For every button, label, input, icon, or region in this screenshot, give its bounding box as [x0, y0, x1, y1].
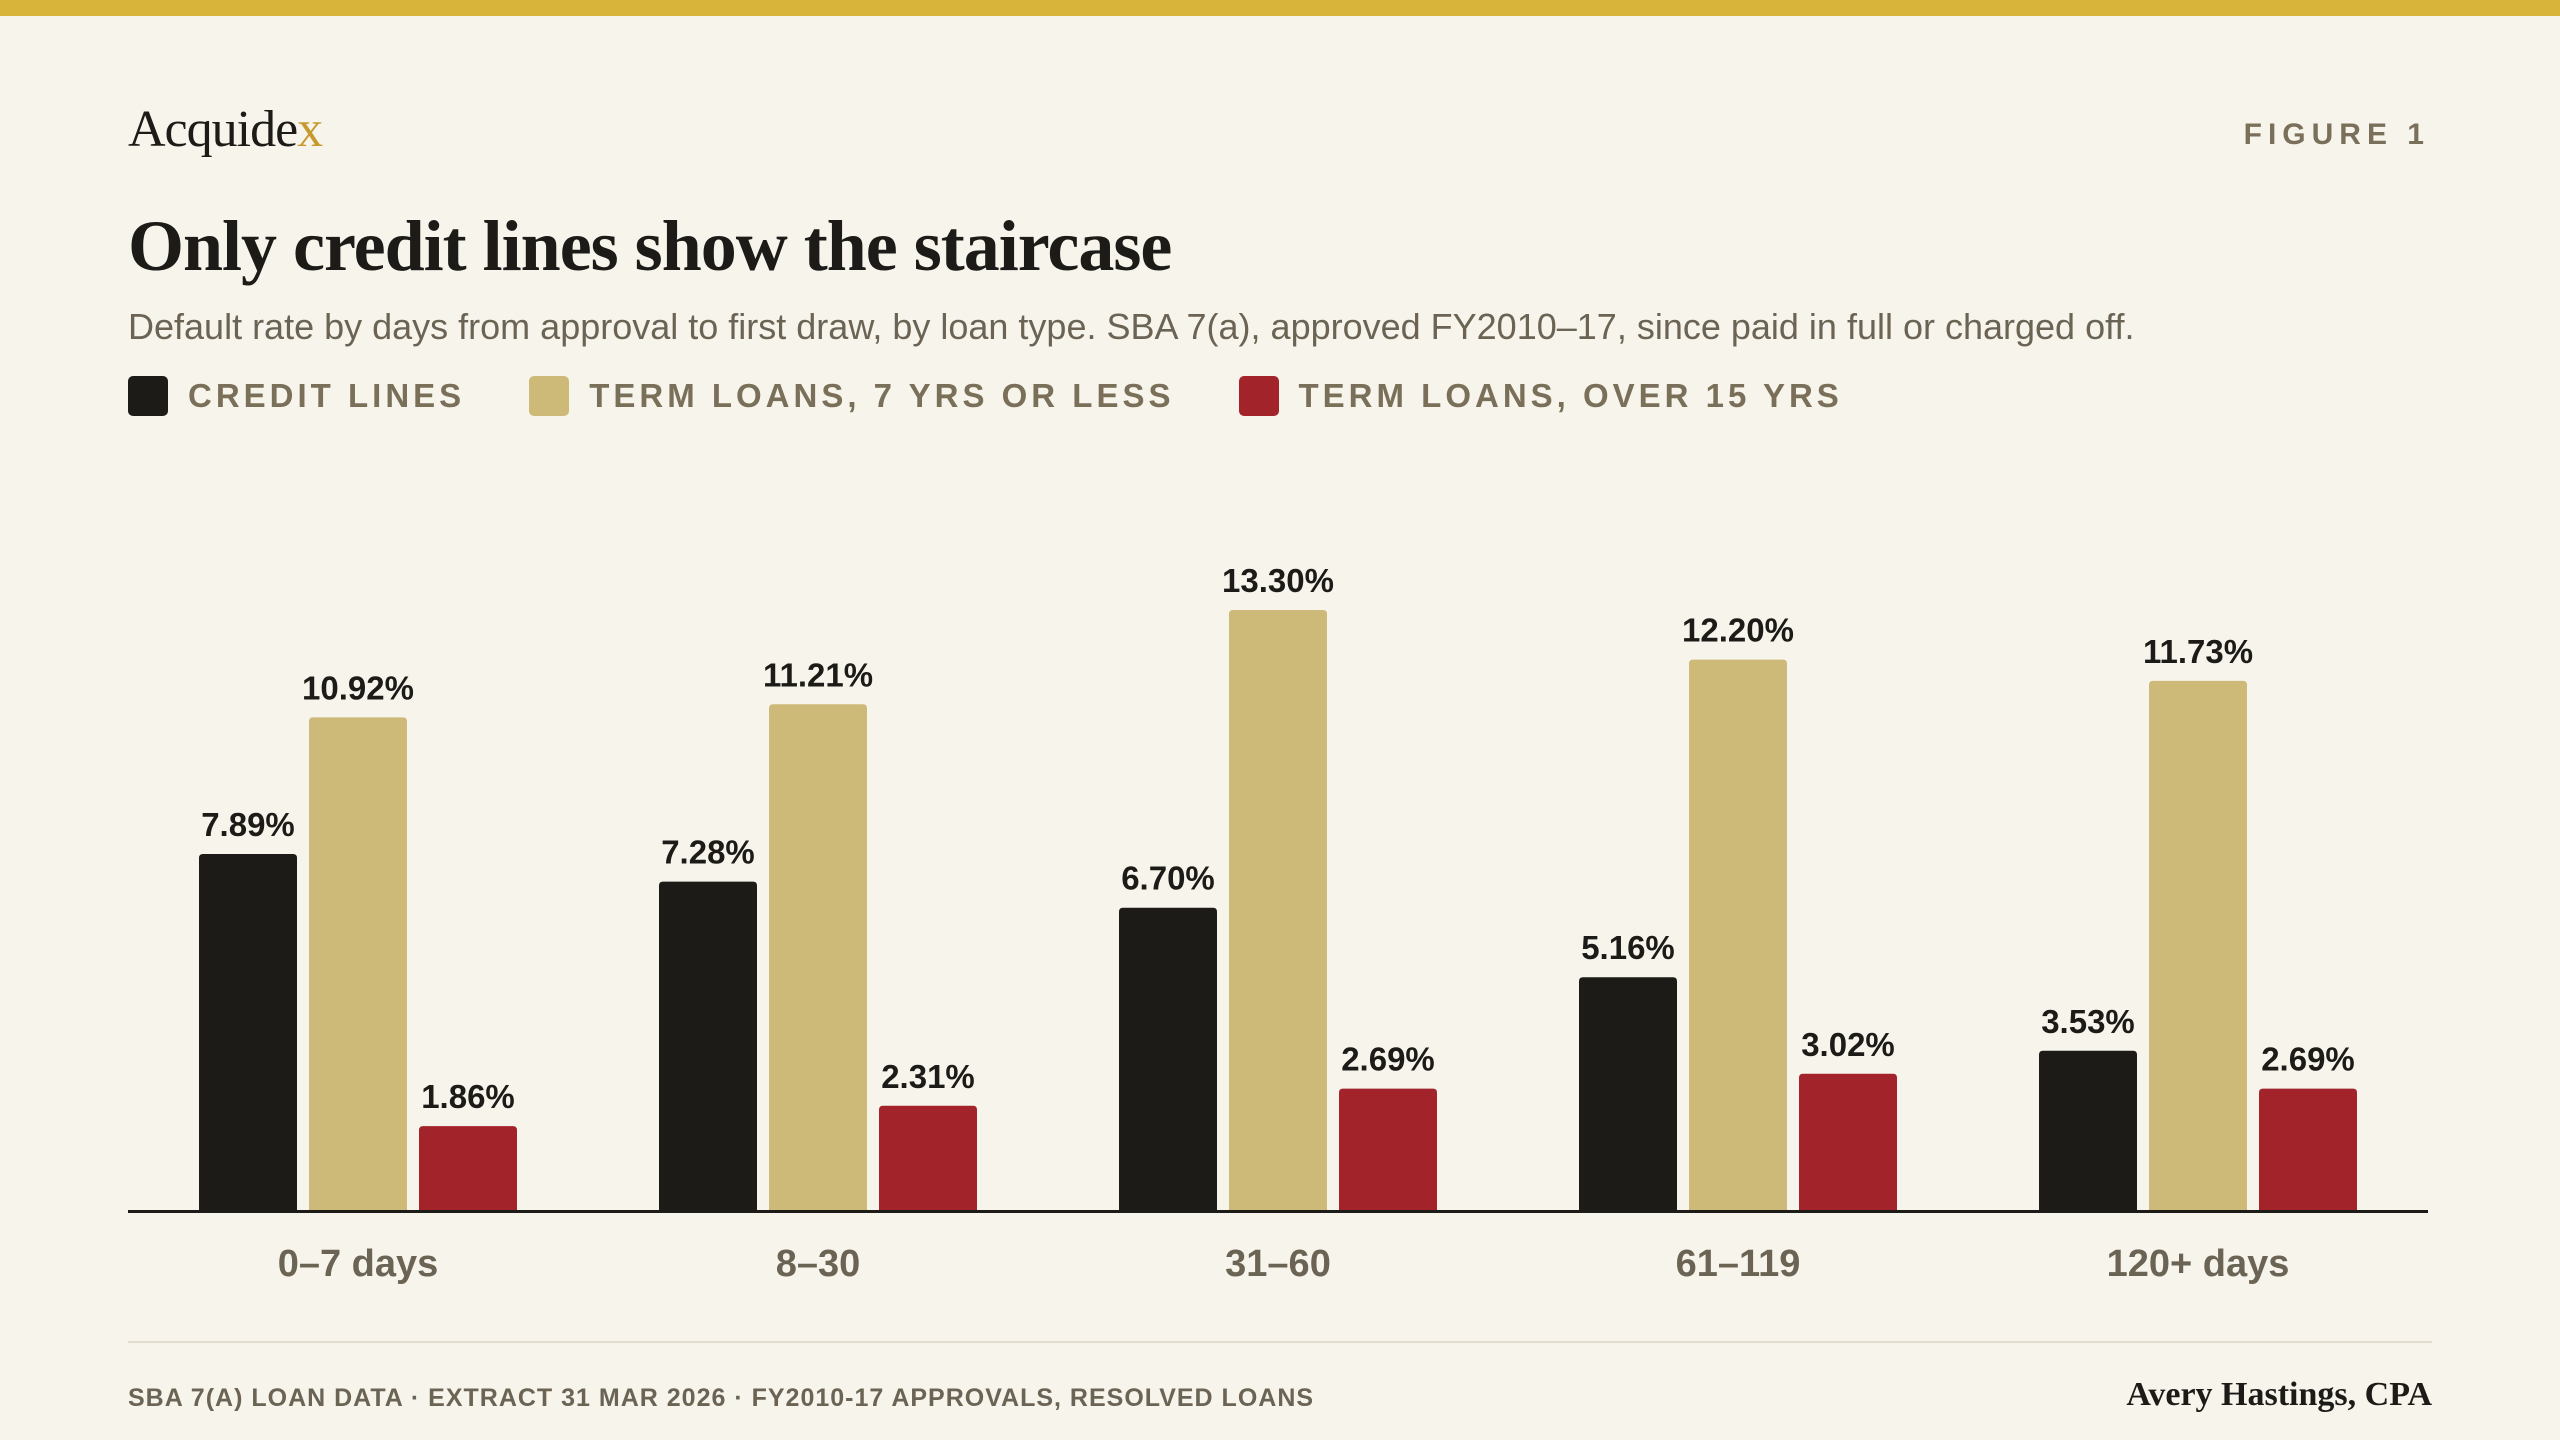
data-label: 5.16% — [1581, 929, 1675, 966]
x-tick-label: 120+ days — [2107, 1243, 2290, 1285]
footer-author: Avery Hastings, CPA — [2126, 1376, 2432, 1413]
bar — [2149, 680, 2247, 1210]
bar — [419, 1126, 517, 1210]
legend-swatch-term-long — [1238, 376, 1279, 416]
legend-swatch-credit-lines — [128, 376, 168, 416]
top-accent-bar — [0, 0, 2560, 16]
data-label: 2.31% — [881, 1058, 975, 1095]
data-label: 3.02% — [1801, 1026, 1895, 1063]
bar — [879, 1105, 977, 1210]
data-label: 2.69% — [2261, 1041, 2355, 1078]
x-tick-label: 31–60 — [1225, 1243, 1331, 1285]
footer-divider — [128, 1341, 2432, 1343]
bar — [659, 881, 757, 1210]
bar — [1119, 907, 1217, 1210]
bar — [1339, 1088, 1437, 1210]
chart-legend: CREDIT LINES TERM LOANS, 7 YRS OR LESS T… — [128, 376, 1907, 416]
legend-item-term-long: TERM LOANS, OVER 15 YRS — [1238, 376, 1843, 416]
bar — [769, 704, 867, 1210]
legend-item-credit-lines: CREDIT LINES — [128, 376, 465, 416]
bar — [1229, 610, 1327, 1210]
chart-subtitle: Default rate by days from approval to fi… — [128, 306, 2135, 347]
data-label: 2.69% — [1341, 1041, 1435, 1078]
bar — [1579, 977, 1677, 1210]
legend-item-term-short: TERM LOANS, 7 YRS OR LESS — [529, 376, 1174, 416]
data-label: 11.21% — [763, 656, 873, 693]
data-label: 1.86% — [421, 1078, 515, 1115]
legend-label-term-short: TERM LOANS, 7 YRS OR LESS — [589, 377, 1175, 414]
legend-label-credit-lines: CREDIT LINES — [188, 377, 466, 414]
figure-label: FIGURE 1 — [2243, 118, 2430, 151]
data-label: 10.92% — [302, 669, 414, 706]
legend-swatch-term-short — [529, 376, 570, 416]
bar — [1689, 659, 1787, 1210]
data-label: 11.73% — [2143, 633, 2253, 670]
data-label: 3.53% — [2041, 1003, 2135, 1040]
bar — [199, 854, 297, 1210]
footer-source: SBA 7(A) LOAN DATA · EXTRACT 31 MAR 2026… — [128, 1384, 1315, 1412]
legend-label-term-long: TERM LOANS, OVER 15 YRS — [1298, 377, 1843, 414]
bar — [309, 717, 407, 1210]
data-label: 13.30% — [1222, 562, 1334, 599]
data-label: 12.20% — [1682, 612, 1794, 649]
bar — [2259, 1088, 2357, 1210]
x-tick-label: 8–30 — [776, 1243, 861, 1285]
data-label: 7.89% — [201, 806, 295, 843]
chart-title: Only credit lines show the staircase — [128, 206, 1172, 286]
x-tick-label: 0–7 days — [278, 1243, 439, 1285]
data-label: 6.70% — [1121, 860, 1215, 897]
brand-logo: Acquidex — [128, 101, 323, 158]
data-label: 7.28% — [661, 834, 755, 871]
bar — [2039, 1050, 2137, 1210]
bar — [1799, 1073, 1897, 1210]
x-tick-label: 61–119 — [1676, 1243, 1801, 1285]
